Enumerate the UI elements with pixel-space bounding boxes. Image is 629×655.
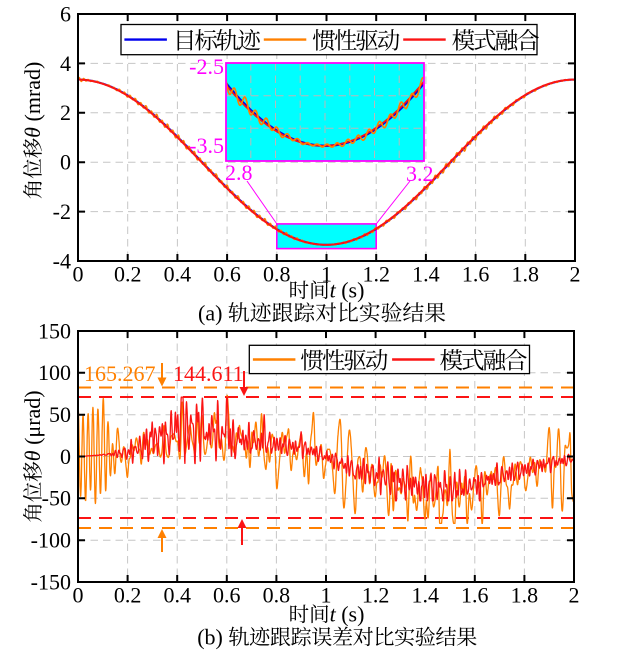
svg-text:6: 6 [60,1,71,26]
svg-text:1.2: 1.2 [362,583,390,608]
svg-text:2.8: 2.8 [225,160,253,185]
svg-text:1.6: 1.6 [461,583,489,608]
svg-text:1.8: 1.8 [512,262,540,287]
svg-text:-2: -2 [53,199,71,224]
svg-text:100: 100 [38,360,71,385]
svg-text:3.2: 3.2 [406,161,434,186]
svg-text:2: 2 [569,583,580,608]
svg-text:-3.5: -3.5 [189,133,224,158]
svg-text:1: 1 [321,583,332,608]
svg-text:-4: -4 [53,248,71,273]
svg-text:150: 150 [38,318,71,343]
svg-text:0: 0 [60,444,71,469]
svg-text:0.6: 0.6 [213,583,241,608]
svg-text:(s): (s) [336,278,365,303]
svg-text:1.4: 1.4 [412,262,440,287]
svg-text:1.8: 1.8 [511,583,539,608]
svg-text:2: 2 [60,100,71,125]
svg-text:0.4: 0.4 [163,583,191,608]
svg-text:t: t [330,278,337,303]
svg-text:1.6: 1.6 [462,262,490,287]
svg-text:144.611: 144.611 [173,361,244,386]
svg-text:4: 4 [60,51,71,76]
svg-text:t: t [330,602,337,627]
svg-text:165.267: 165.267 [84,361,156,386]
svg-text:0.2: 0.2 [114,262,142,287]
svg-text:(a): (a) [198,301,228,326]
svg-text:0.2: 0.2 [114,583,142,608]
svg-text:1: 1 [321,262,332,287]
svg-text:-2.5: -2.5 [189,54,224,79]
svg-text:(b): (b) [197,625,228,650]
svg-text:0.4: 0.4 [164,262,192,287]
svg-text:0: 0 [60,150,71,175]
svg-text:(mrad): (mrad) [20,62,45,127]
svg-text:0: 0 [73,262,84,287]
svg-text:-150: -150 [31,569,71,594]
svg-text:0.8: 0.8 [263,262,291,287]
svg-text:0.8: 0.8 [263,583,291,608]
svg-text:1.4: 1.4 [411,583,439,608]
svg-text:0.6: 0.6 [213,262,241,287]
svg-text:θ: θ [20,127,45,138]
svg-text:1.2: 1.2 [362,262,390,287]
svg-text:-50: -50 [42,486,71,511]
svg-text:(μrad): (μrad) [20,390,45,450]
svg-text:θ: θ [20,450,45,461]
svg-text:-100: -100 [31,528,71,553]
svg-text:(s): (s) [336,602,365,627]
svg-text:0: 0 [73,583,84,608]
svg-text:50: 50 [49,402,71,427]
svg-text:2: 2 [570,262,581,287]
